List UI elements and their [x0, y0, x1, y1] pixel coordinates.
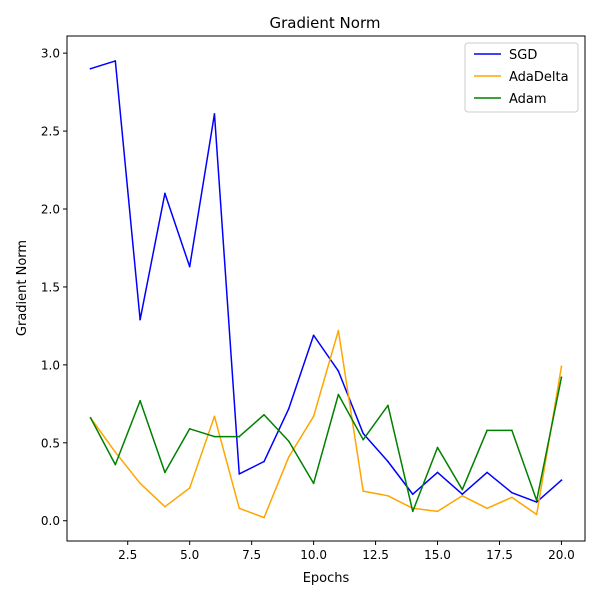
data-point-sgd — [164, 192, 166, 195]
legend-label-sgd: SGD — [509, 48, 537, 63]
y-tick-label: 0.0 — [41, 514, 60, 528]
data-point-sgd — [188, 265, 191, 268]
x-axis-ticks: 2.5 5.0 7.5 10.0 12.5 15.0 17.5 20.0 — [118, 541, 575, 562]
series-line-adam — [89, 376, 563, 513]
data-point-adam — [387, 404, 389, 407]
legend: SGD AdaDelta Adam — [464, 42, 579, 113]
data-point-adam — [188, 427, 191, 430]
plot-frame — [66, 35, 586, 542]
data-point-adadelta — [387, 494, 389, 497]
data-point-adadelta — [461, 494, 464, 497]
data-point-adam — [362, 438, 364, 441]
plot-lines — [89, 60, 563, 519]
data-point-adam — [337, 393, 340, 396]
data-point-sgd — [511, 491, 513, 494]
data-point-sgd — [114, 60, 117, 62]
data-point-adadelta — [337, 329, 340, 332]
data-point-sgd — [337, 370, 340, 372]
x-tick-label: 7.5 — [242, 548, 261, 562]
data-point-adam — [238, 435, 241, 438]
data-point-adam — [213, 435, 216, 438]
data-point-adadelta — [288, 456, 290, 458]
data-point-adam — [114, 463, 117, 466]
data-point-adadelta — [213, 415, 216, 418]
data-point-adadelta — [238, 507, 241, 510]
x-axis-label: Epochs — [303, 571, 350, 586]
data-point-sgd — [213, 113, 216, 115]
data-point-adadelta — [560, 365, 563, 368]
data-point-adam — [263, 413, 265, 416]
y-tick-label: 3.0 — [41, 47, 60, 61]
data-point-sgd — [263, 460, 265, 463]
data-point-adam — [511, 429, 513, 432]
series-line-sgd — [89, 60, 563, 503]
x-tick-label: 12.5 — [362, 548, 389, 562]
legend-box — [464, 42, 579, 113]
data-point-sgd — [535, 501, 538, 503]
y-tick-label: 0.5 — [41, 436, 60, 450]
data-point-adam — [312, 482, 315, 485]
y-tick-label: 2.0 — [41, 203, 60, 217]
x-tick-label: 20.0 — [548, 548, 575, 562]
data-point-adadelta — [362, 490, 364, 492]
legend-label-adadelta: AdaDelta — [509, 70, 569, 85]
data-point-sgd — [238, 473, 241, 475]
data-point-adadelta — [486, 507, 488, 510]
x-tick-label: 2.5 — [118, 548, 137, 562]
data-point-sgd — [288, 407, 290, 410]
data-point-adadelta — [511, 496, 513, 499]
data-point-adam — [535, 499, 538, 502]
data-point-sgd — [411, 493, 414, 496]
data-point-adam — [411, 510, 414, 513]
data-point-adadelta — [436, 510, 439, 513]
data-point-adam — [486, 429, 488, 432]
data-point-sgd — [461, 493, 464, 496]
data-point-adadelta — [312, 415, 315, 418]
x-tick-label: 5.0 — [180, 548, 199, 562]
legend-label-adam: Adam — [509, 92, 547, 107]
x-tick-label: 10.0 — [300, 548, 327, 562]
data-point-adam — [560, 376, 563, 379]
y-axis-label: Gradient Norm — [15, 240, 30, 336]
data-point-sgd — [89, 67, 92, 70]
data-point-adadelta — [535, 513, 538, 516]
data-point-adam — [436, 446, 439, 449]
data-point-adadelta — [139, 482, 141, 485]
data-point-sgd — [362, 432, 364, 435]
data-point-adam — [461, 488, 464, 491]
data-point-adadelta — [188, 487, 191, 489]
y-tick-label: 2.5 — [41, 125, 60, 139]
data-point-adadelta — [114, 451, 117, 453]
data-point-sgd — [560, 479, 563, 482]
data-point-sgd — [387, 460, 389, 463]
y-axis-ticks: 0.0 0.5 1.0 1.5 2.0 2.5 3.0 — [41, 47, 67, 528]
data-point-adam — [288, 440, 290, 443]
data-point-adam — [139, 399, 141, 402]
chart-title: Gradient Norm — [270, 14, 381, 32]
series-line-adadelta — [89, 329, 563, 519]
data-point-sgd — [486, 471, 488, 474]
data-point-sgd — [139, 318, 141, 321]
data-point-adam — [89, 417, 92, 419]
y-tick-label: 1.5 — [41, 280, 60, 294]
x-tick-label: 17.5 — [486, 548, 513, 562]
data-point-adadelta — [164, 505, 166, 508]
data-point-adadelta — [263, 516, 265, 519]
data-point-adam — [164, 471, 166, 474]
data-point-sgd — [312, 334, 315, 337]
data-point-sgd — [436, 471, 439, 474]
y-tick-label: 1.0 — [41, 358, 60, 372]
x-tick-label: 15.0 — [424, 548, 451, 562]
